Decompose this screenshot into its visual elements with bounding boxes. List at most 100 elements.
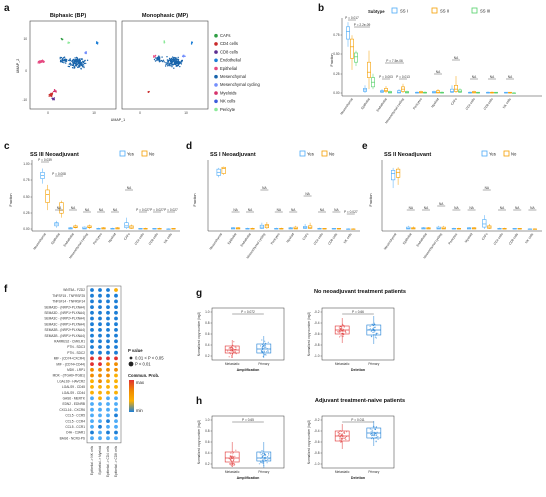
dot <box>106 322 110 327</box>
umap-point <box>48 95 50 97</box>
umap-point <box>179 65 181 68</box>
dot <box>98 424 102 429</box>
dot <box>90 350 94 355</box>
dot <box>98 339 102 344</box>
umap-point <box>173 62 176 64</box>
umap-point <box>181 59 183 62</box>
umap-point <box>163 61 165 63</box>
box <box>346 22 350 47</box>
cn-point <box>371 433 373 435</box>
umap-point <box>60 56 63 59</box>
box-body <box>482 219 487 228</box>
box <box>384 86 388 93</box>
cn-point <box>375 435 377 437</box>
umap-point <box>68 42 70 44</box>
box <box>115 227 120 230</box>
x-axis-label: Deletion <box>351 476 365 480</box>
umap-point <box>178 60 180 63</box>
dot <box>90 322 94 327</box>
cn-point <box>234 346 236 348</box>
box <box>395 167 401 185</box>
umap-point <box>163 41 166 43</box>
dot <box>114 316 118 321</box>
box <box>322 228 327 230</box>
category-label: Pericytes <box>412 97 423 110</box>
cn-point <box>230 464 232 466</box>
dot <box>90 379 94 384</box>
box <box>508 91 512 94</box>
cn-point <box>266 462 268 464</box>
g-title: No neoadjuvant treatment patients <box>314 289 406 295</box>
box <box>138 228 143 230</box>
umap-point <box>81 66 84 68</box>
cn-point <box>338 327 340 329</box>
cn-point <box>261 345 264 348</box>
umap-point <box>59 56 61 59</box>
cn-point <box>377 436 379 438</box>
cn-point <box>343 326 345 328</box>
cn-point <box>263 458 265 460</box>
p-value: P = 2.2e-09 <box>354 23 371 27</box>
group-label: Primary <box>368 362 379 366</box>
plot-frame <box>321 415 395 469</box>
y-tick-label: 0.6 <box>205 440 210 444</box>
box-body <box>221 166 226 174</box>
cn-point <box>344 432 346 434</box>
cn-point <box>228 347 230 349</box>
legend-label: No <box>149 152 155 157</box>
category-label: Endothelial <box>62 232 74 247</box>
category-label: CD8 cells <box>327 232 338 246</box>
category-label: Endothelial <box>375 97 387 112</box>
dot <box>98 419 102 423</box>
p-value: NA <box>71 206 76 210</box>
p-value: P = 0.66 <box>352 310 364 314</box>
legend-swatch <box>431 7 438 14</box>
dot <box>114 396 118 401</box>
umap-point <box>190 43 193 45</box>
cn-point <box>263 344 265 346</box>
dot <box>90 367 94 372</box>
panel-c: c SS III Neoadjuvant Yes No Fraction 1.00… <box>4 141 180 259</box>
legend-label: CAFs <box>220 33 230 38</box>
box <box>397 89 401 94</box>
umap-point <box>72 64 75 66</box>
umap-point <box>78 65 80 67</box>
umap-point <box>85 62 87 65</box>
c-ylabel: Fraction <box>9 194 13 207</box>
p-value: NA <box>454 206 459 210</box>
umap-point <box>79 62 82 64</box>
dot <box>90 436 94 441</box>
h-amplification-plot: 1.0 0.8 0.6 0.4 0.2 Normalized copy number (l… <box>197 415 285 480</box>
box <box>476 91 480 94</box>
cn-point <box>230 458 232 460</box>
cn-point <box>235 348 237 350</box>
dot <box>90 424 94 429</box>
cn-point <box>263 466 265 468</box>
box <box>171 228 176 230</box>
box-body <box>307 225 313 229</box>
y-tick-label: 1.00 <box>23 162 29 166</box>
umap-point <box>59 58 61 60</box>
p-value: NA <box>409 206 414 210</box>
lr-pair-label: LGALS9 - HAVCR2 <box>57 379 85 383</box>
cn-point <box>369 328 371 330</box>
p-value: P = 0.65 <box>242 418 254 422</box>
cn-point <box>342 328 344 330</box>
cn-point <box>370 330 372 332</box>
dot <box>106 339 110 344</box>
umap-point <box>65 62 67 64</box>
umap-point <box>50 94 52 97</box>
p-value: NA <box>320 208 325 212</box>
cn-point <box>372 431 374 433</box>
box <box>366 421 382 446</box>
panel-label-d: d <box>186 141 192 152</box>
cn-point <box>346 431 348 433</box>
dot <box>114 407 118 412</box>
lr-pair-label: SEMA3D - (NRP2+PLXNA4) <box>44 305 85 309</box>
umap-point <box>68 59 71 61</box>
dot <box>98 396 102 401</box>
box <box>73 224 78 229</box>
cn-point <box>342 335 344 338</box>
panel-label-c: c <box>4 141 10 152</box>
cn-point <box>260 345 262 347</box>
